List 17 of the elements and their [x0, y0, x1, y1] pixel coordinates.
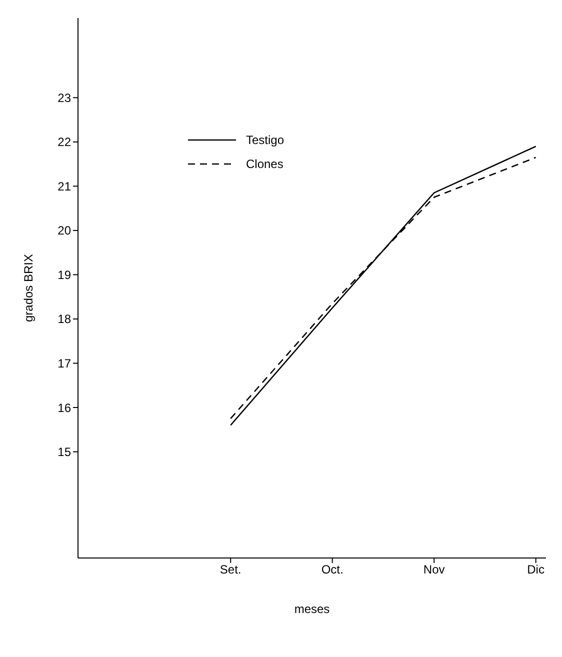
y-tick-label: 15 — [58, 445, 72, 460]
y-tick-label: 19 — [58, 268, 72, 282]
x-axis-title: meses — [294, 602, 330, 616]
x-tick-label: Dic — [527, 562, 544, 577]
x-tick-label: Oct. — [321, 562, 344, 577]
y-tick-label: 16 — [58, 400, 72, 415]
y-tick-label: 18 — [58, 312, 72, 326]
y-tick-label: 21 — [58, 179, 72, 194]
x-tick-label: Set. — [220, 562, 242, 577]
legend-label: Clones — [246, 157, 284, 171]
y-axis-title: grados BRIX — [21, 254, 36, 322]
y-tick-label: 17 — [58, 356, 72, 371]
y-tick-label: 23 — [58, 90, 72, 105]
legend-label: Testigo — [246, 133, 284, 147]
x-tick-label: Nov — [423, 562, 445, 577]
y-tick-label: 20 — [58, 224, 72, 238]
y-tick-label: 22 — [58, 135, 72, 150]
